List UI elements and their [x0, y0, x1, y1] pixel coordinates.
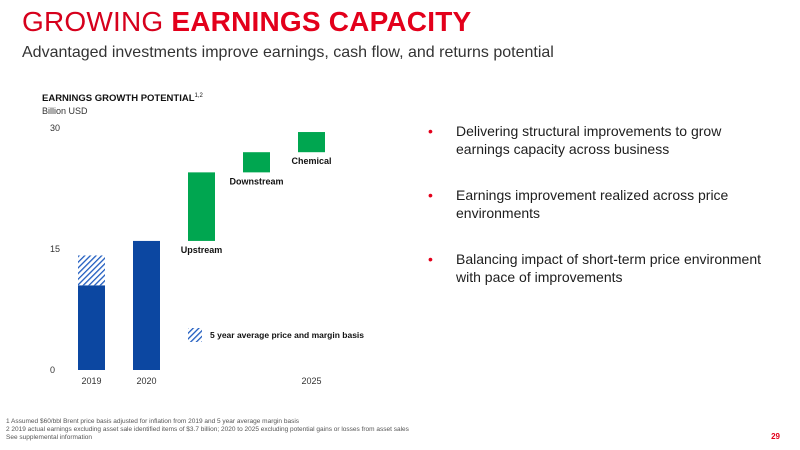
bar-series [78, 132, 325, 370]
x-tick-label: 2019 [81, 376, 101, 386]
bar-label: Upstream [181, 245, 223, 255]
bullet-text: Delivering structural improvements to gr… [456, 123, 722, 157]
bullet-text: Balancing impact of short-term price env… [456, 251, 762, 285]
chart-title: EARNINGS GROWTH POTENTIAL1,2 [42, 93, 203, 104]
bullet-item: • Delivering structural improvements to g… [428, 122, 768, 158]
bar-label: Chemical [291, 156, 331, 166]
legend-swatch [188, 328, 202, 342]
footnotes: 1 Assumed $60/bbl Brent price basis adju… [6, 418, 409, 442]
y-tick-label: 15 [50, 244, 60, 254]
x-tick-label: 2020 [136, 376, 156, 386]
footnote: 2 2019 actual earnings excluding asset s… [6, 426, 409, 433]
x-tick-label: 2025 [301, 376, 321, 386]
bar-upstream [188, 172, 215, 241]
title-accent: EARNINGS CAPACITY [171, 6, 472, 37]
key-points-list: • Delivering structural improvements to g… [428, 122, 768, 314]
title-plain: GROWING [22, 6, 172, 37]
bullet-dot-icon: • [428, 251, 433, 267]
chart-title-text: EARNINGS GROWTH POTENTIAL [42, 93, 195, 105]
page-subtitle: Advantaged investments improve earnings,… [22, 44, 554, 61]
y-axis: 0 15 30 [50, 123, 60, 375]
bullet-dot-icon: • [428, 123, 433, 139]
bullet-text: Earnings improvement realized across pri… [456, 187, 729, 221]
footnote: 1 Assumed $60/bbl Brent price basis adju… [6, 418, 300, 425]
bar-label: Downstream [229, 176, 283, 186]
y-tick-label: 0 [50, 365, 55, 375]
bar-2019-hatched [78, 255, 105, 286]
bullet-item: • Earnings improvement realized across pr… [428, 186, 768, 222]
chart-legend: 5 year average price and margin basis [188, 328, 364, 342]
page-title: GROWING EARNINGS CAPACITY [22, 6, 471, 38]
bullet-item: • Balancing impact of short-term price en… [428, 250, 768, 286]
bullet-dot-icon: • [428, 187, 433, 203]
legend-label: 5 year average price and margin basis [210, 330, 364, 340]
bar-chemical [298, 132, 325, 153]
chart-title-footnote-ref: 1,2 [194, 93, 203, 99]
bar-2019 [78, 285, 105, 370]
bar-2020 [133, 240, 160, 370]
x-axis: 2019 2020 2025 [81, 376, 321, 386]
bar-labels: Upstream Downstream Chemical [181, 156, 332, 255]
chart-unit-label: Billion USD [42, 106, 88, 116]
y-tick-label: 30 [50, 123, 60, 133]
page-number: 29 [771, 432, 780, 441]
footnote: See supplemental information [6, 434, 92, 441]
bar-downstream [243, 152, 270, 173]
